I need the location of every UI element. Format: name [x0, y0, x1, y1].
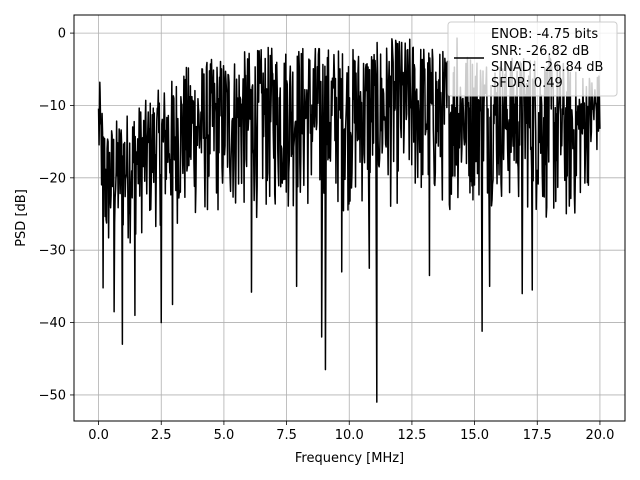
legend-box: [447, 21, 618, 97]
legend-snr: SNR: -26.82 dB: [491, 44, 589, 59]
y-tick-label: −50: [39, 388, 66, 403]
y-tick-label: −40: [39, 316, 66, 331]
psd-trace: [97, 37, 601, 403]
x-tick-label: 5.0: [214, 428, 235, 443]
x-tick-label: 10.0: [335, 428, 364, 443]
x-tick-label: 2.5: [151, 428, 172, 443]
y-tick-label: 0: [58, 27, 66, 42]
x-tick-label: 12.5: [397, 428, 426, 443]
legend: ENOB: -4.75 bits SNR: -26.82 dB SINAD: -…: [447, 21, 618, 97]
x-axis-ticks: 0.0 2.5 5.0 7.5 10.0 12.5 15.0 17.5 20.0: [88, 421, 614, 443]
y-axis-ticks: 0 −10 −20 −30 −40 −50: [39, 27, 74, 403]
psd-series: [97, 37, 601, 403]
y-axis-label: PSD [dB]: [14, 189, 29, 247]
legend-enob: ENOB: -4.75 bits: [491, 27, 598, 42]
y-tick-label: −10: [39, 99, 66, 114]
y-tick-label: −20: [39, 171, 66, 186]
legend-sfdr: SFDR: 0.49: [491, 76, 563, 91]
legend-sinad: SINAD: -26.84 dB: [491, 60, 603, 75]
x-tick-label: 7.5: [276, 428, 297, 443]
x-tick-label: 20.0: [585, 428, 614, 443]
x-tick-label: 17.5: [523, 428, 552, 443]
x-tick-label: 0.0: [88, 428, 109, 443]
x-axis-label: Frequency [MHz]: [295, 451, 404, 466]
y-tick-label: −30: [39, 244, 66, 259]
x-tick-label: 15.0: [460, 428, 489, 443]
